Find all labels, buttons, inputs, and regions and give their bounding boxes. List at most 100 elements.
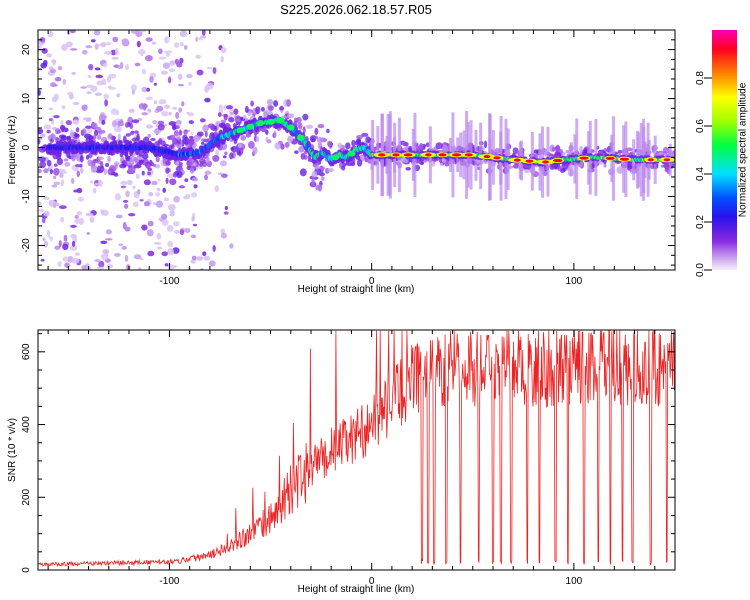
figure-title: S225.2026.062.18.57.R05 <box>280 2 432 17</box>
spectrogram-cell <box>542 160 549 164</box>
spectrogram-cell <box>278 106 285 111</box>
spectrogram-cell <box>157 120 165 125</box>
spectrogram-cell <box>281 115 287 119</box>
spectrogram-cell <box>86 91 92 94</box>
spectrogram-cell <box>156 105 164 112</box>
spectrogram-cell <box>244 105 249 114</box>
spectrogram-cell <box>305 124 314 129</box>
spectrogram-cell <box>169 178 177 186</box>
spectrogram-cell <box>72 102 80 106</box>
x-tick-label: 0 <box>369 276 375 287</box>
spectrogram-cell <box>212 155 220 162</box>
spectrogram-cell <box>203 255 211 261</box>
spectrogram-cell <box>93 30 101 36</box>
spectrogram-cell <box>204 170 212 175</box>
spectrogram-cell <box>314 165 321 170</box>
spectrogram-cell <box>172 221 180 227</box>
spectrogram-cell <box>240 116 244 121</box>
spectrogram-cell <box>220 228 226 235</box>
spectrogram-cell <box>125 63 129 71</box>
spectrogram-cell <box>165 160 171 166</box>
spectrogram-cell <box>219 160 227 167</box>
spectrogram-cell <box>161 218 169 227</box>
spectrogram-cell <box>483 155 491 159</box>
spectrogram-cell <box>242 115 247 119</box>
spectrogram-cell <box>233 108 239 115</box>
spectrogram-cell <box>293 117 298 122</box>
spectrogram-cell <box>201 138 208 142</box>
spectrogram-cell <box>113 126 121 133</box>
spectrogram-cell <box>158 48 163 55</box>
spectrogram-cell <box>111 120 117 128</box>
spectrogram-cell <box>62 243 69 251</box>
spectrogram-cell <box>237 143 243 149</box>
spectrogram-cell <box>274 142 281 150</box>
spectrogram-cell <box>223 113 228 121</box>
spectrogram-cell <box>161 213 168 220</box>
spectrogram-cell <box>98 114 107 122</box>
snr-line-plot <box>38 330 675 567</box>
spectrogram-cell <box>64 161 71 167</box>
spectrogram-cell <box>41 48 48 54</box>
spectrogram-cell <box>263 110 269 116</box>
spectrogram-cell <box>153 242 162 245</box>
spectrogram-cell <box>82 128 87 136</box>
spectrogram-cell <box>177 83 184 87</box>
spectrogram-cell <box>255 106 261 114</box>
spectrogram-cell <box>38 109 41 114</box>
colorbar-gradient <box>712 30 737 270</box>
spectrogram-cell <box>39 37 46 43</box>
spectrogram-cell <box>97 43 105 47</box>
spectrogram-cell <box>39 133 46 138</box>
spectrogram-cell <box>89 180 94 184</box>
spectrogram-cell <box>103 168 108 176</box>
spectrogram-cell <box>187 138 195 146</box>
spectrogram-cell <box>46 129 51 134</box>
spectrogram-cell <box>128 108 135 113</box>
spectrogram-cell <box>176 134 181 140</box>
spectrogram-cell <box>198 37 203 41</box>
spectrogram-cell <box>663 158 671 162</box>
spectrogram-cell <box>110 49 117 56</box>
spectrogram-cell <box>107 155 111 163</box>
spectrogram-cell <box>87 75 92 78</box>
spectrogram-cell <box>38 138 41 145</box>
spectrogram-cell <box>326 168 335 173</box>
spectrogram-cell <box>266 98 274 106</box>
spectrogram-cell <box>188 81 192 86</box>
spectrogram-cell <box>129 131 135 136</box>
spectrogram-cell <box>108 165 117 172</box>
spectrogram-cell <box>162 156 166 164</box>
spectrogram-cell <box>175 111 180 119</box>
spectrogram-cell <box>179 229 185 236</box>
spectrogram-cell <box>62 78 67 86</box>
spectrogram-cell <box>63 158 69 162</box>
spectrogram-cell <box>119 163 127 169</box>
spectrogram-cell <box>114 163 118 170</box>
y-tick-label: 0 <box>21 144 32 150</box>
spectrogram-cell <box>229 243 234 249</box>
spectrogram-frame <box>37 29 676 271</box>
spectrogram-cell <box>38 156 46 162</box>
spectrogram-cell <box>121 38 129 44</box>
spectrogram-cell <box>106 41 112 46</box>
spectrogram-cell <box>86 232 90 235</box>
spectrogram-cell <box>119 118 124 127</box>
spectrogram-cell <box>141 112 149 116</box>
spectrogram-cell <box>43 196 50 201</box>
spectrogram-cell <box>91 160 96 167</box>
spectrogram-cell <box>555 144 560 151</box>
spectrogram-cell <box>142 153 149 160</box>
y-tick-label: 0 <box>21 567 32 573</box>
spectrogram-cell <box>195 166 199 171</box>
spectrogram-cell <box>102 63 108 68</box>
spectrogram-cell <box>115 110 120 116</box>
spectrogram-cell <box>131 89 136 95</box>
spectrogram-cell <box>525 159 534 163</box>
spectrogram-cell <box>326 128 330 134</box>
spectrogram-cell <box>62 256 69 262</box>
spectrogram-cell <box>54 245 61 250</box>
spectrogram-cell <box>206 66 213 70</box>
spectrogram-cell <box>169 60 176 66</box>
